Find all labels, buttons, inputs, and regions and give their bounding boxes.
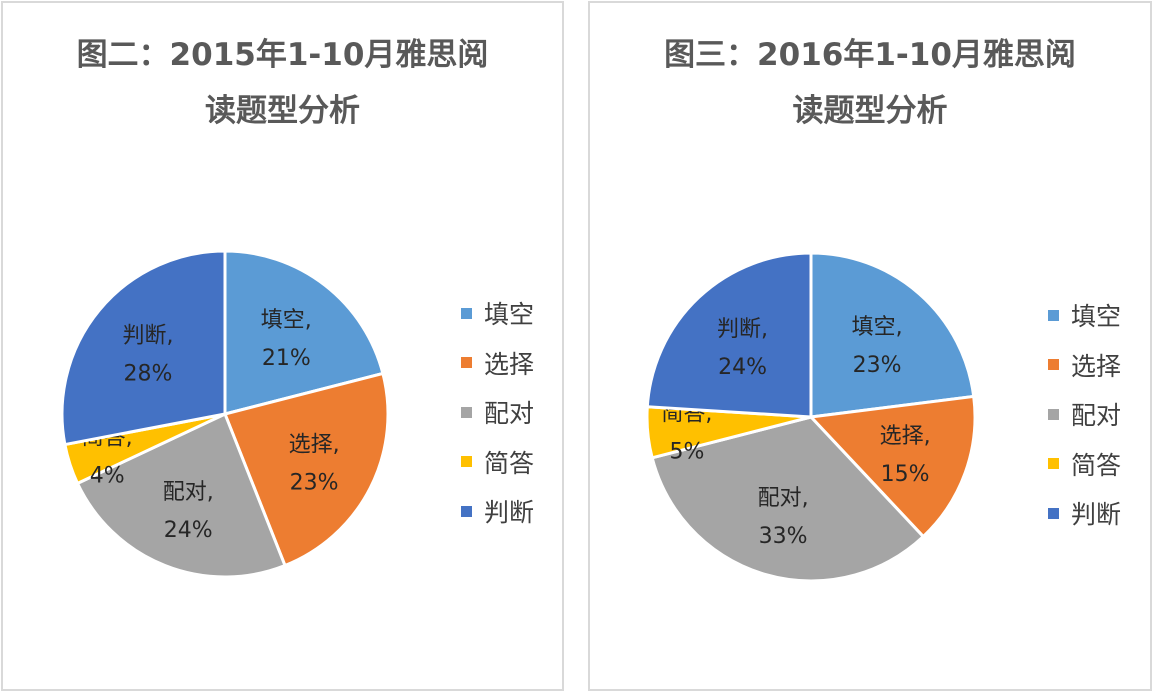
slice-label-5: 判断, 24% (717, 317, 768, 380)
legend-label: 配对 (1071, 401, 1122, 430)
pie-slice-1 (223, 249, 385, 416)
pie-slice-5 (60, 249, 227, 447)
legend-item-5: 判断 (1048, 498, 1122, 529)
legend-item-2: 选择 (461, 348, 535, 379)
legend-item-3: 配对 (1048, 399, 1122, 430)
legend-swatch (461, 406, 472, 418)
chart-title-line-2: 读题型分析 (792, 93, 948, 129)
legend-swatch (461, 505, 472, 517)
legend-item-1: 填空 (1048, 300, 1122, 331)
legend-item-4: 简答 (461, 447, 535, 478)
legend-item-3: 配对 (461, 397, 535, 428)
pie-slice-2 (222, 371, 390, 568)
legend-label: 选择 (1071, 351, 1122, 381)
legend-item-1: 填空 (461, 298, 535, 329)
legend-label: 填空 (484, 300, 535, 329)
legend-swatch (1048, 359, 1059, 370)
chart-title: 图二：2015年1-10月雅思阅 读题型分析 (3, 27, 562, 139)
pie-chart-2016: 填空, 23%选择, 15%配对, 33%简答, 5%判断, 24% (645, 251, 977, 583)
chart-title-line-2: 读题型分析 (205, 93, 360, 129)
slice-label-1: 填空, 21% (261, 308, 312, 371)
legend-swatch (461, 357, 472, 368)
chart-title: 图三：2016年1-10月雅思阅 读题型分析 (590, 27, 1150, 139)
pie-slice-1 (809, 251, 976, 419)
legend-label: 填空 (1071, 302, 1122, 331)
slice-label-3: 配对, 33% (758, 486, 809, 549)
legend-swatch (461, 307, 472, 319)
legend-swatch (1048, 309, 1059, 321)
legend-item-4: 简答 (1048, 449, 1122, 480)
pie-chart-2015: 填空,21%选择,23%配对,24%简答,4%判断,28% (60, 249, 390, 579)
chart-title-line-1: 图三：2016年1-10月雅思阅 (664, 37, 1076, 73)
pie-slice-2 (807, 394, 977, 539)
legend-item-2: 选择 (1048, 350, 1122, 381)
pie-slice-3 (75, 411, 287, 579)
legend-label: 判断 (484, 498, 535, 527)
legend-label: 简答 (484, 448, 535, 478)
legend-item-5: 判断 (461, 496, 535, 527)
slice-label-5: 判断, 28% (122, 323, 173, 386)
legend-label: 简答 (1071, 450, 1122, 480)
legend-swatch (1048, 507, 1059, 519)
chart-panel-2016: 图三：2016年1-10月雅思阅 读题型分析 填空, 23% 选择, 15% 配对, 33… (588, 1, 1152, 691)
slice-label-3: 配对, 24% (163, 480, 214, 543)
slice-label-2: 选择, 15% (880, 424, 931, 487)
legend-label: 判断 (1071, 500, 1122, 529)
chart-panel-2015: 图二：2015年1-10月雅思阅 读题型分析 填空, 21% 选择, 23% 配对, 24… (1, 1, 564, 691)
chart-title-line-1: 图二：2015年1-10月雅思阅 (76, 37, 489, 73)
slice-label-2: 选择, 23% (289, 432, 340, 495)
legend-swatch (461, 456, 472, 467)
slice-label-1: 填空, 23% (852, 315, 903, 378)
pie-slice-3 (650, 415, 926, 583)
pie-slice-5 (645, 251, 813, 419)
legend-label: 配对 (484, 399, 535, 428)
legend-swatch (1048, 458, 1059, 469)
legend-label: 选择 (484, 349, 535, 379)
legend-swatch (1048, 408, 1059, 420)
